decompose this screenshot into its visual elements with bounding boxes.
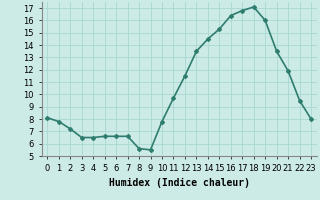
X-axis label: Humidex (Indice chaleur): Humidex (Indice chaleur) xyxy=(109,178,250,188)
